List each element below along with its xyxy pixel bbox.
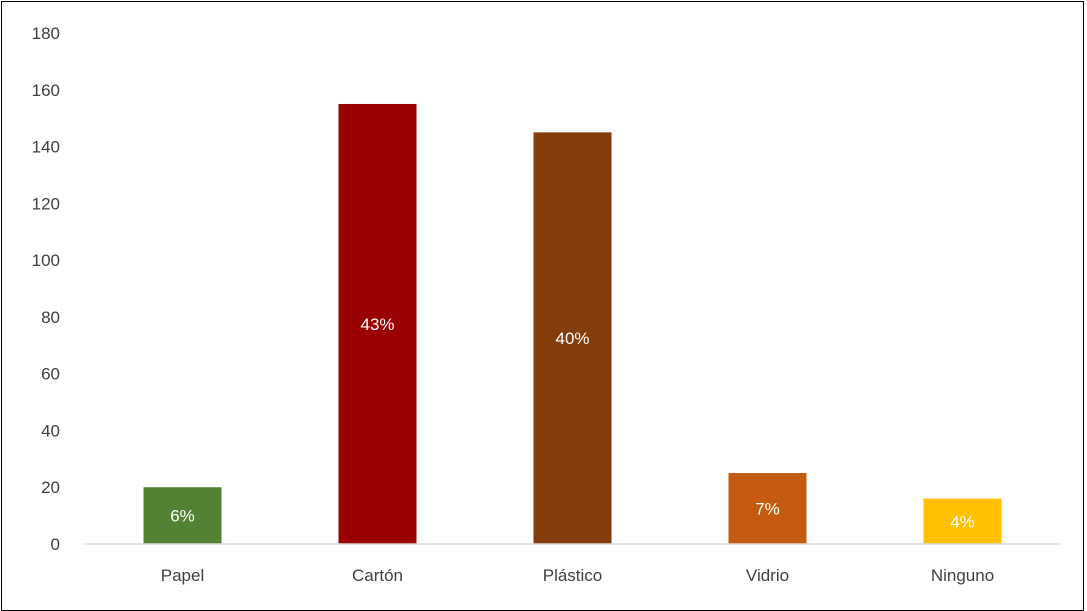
bar-data-label: 6% <box>170 507 195 526</box>
x-tick-label: Ninguno <box>931 566 994 585</box>
bar-vidrio <box>728 473 807 544</box>
y-tick-label: 120 <box>32 194 60 213</box>
x-tick-label: Vidrio <box>746 566 789 585</box>
bar-ninguno <box>923 498 1002 544</box>
x-tick-label: Plástico <box>543 566 603 585</box>
bar-papel <box>143 487 222 544</box>
x-tick-label: Cartón <box>352 566 403 585</box>
y-axis-ticks: 0 20 40 60 80 100 120 140 160 180 <box>32 24 60 554</box>
y-tick-label: 20 <box>41 478 60 497</box>
bars <box>143 103 1002 544</box>
y-tick-label: 40 <box>41 421 60 440</box>
bar-data-label: 4% <box>950 512 975 531</box>
x-tick-label: Papel <box>161 566 204 585</box>
y-tick-label: 180 <box>32 24 60 43</box>
y-tick-label: 60 <box>41 365 60 384</box>
bar-data-label: 7% <box>755 500 780 519</box>
y-tick-label: 0 <box>51 535 60 554</box>
bar-data-label: 40% <box>555 329 589 348</box>
x-axis-labels: Papel Cartón Plástico Vidrio Ninguno <box>161 566 994 585</box>
y-tick-label: 140 <box>32 138 60 157</box>
bar-cartón <box>338 103 417 544</box>
y-tick-label: 100 <box>32 251 60 270</box>
bar-plástico <box>533 132 612 544</box>
y-tick-label: 160 <box>32 81 60 100</box>
y-tick-label: 80 <box>41 308 60 327</box>
bar-data-labels: 6% 43% 40% 7% 4% <box>170 315 975 531</box>
bar-data-label: 43% <box>360 315 394 334</box>
